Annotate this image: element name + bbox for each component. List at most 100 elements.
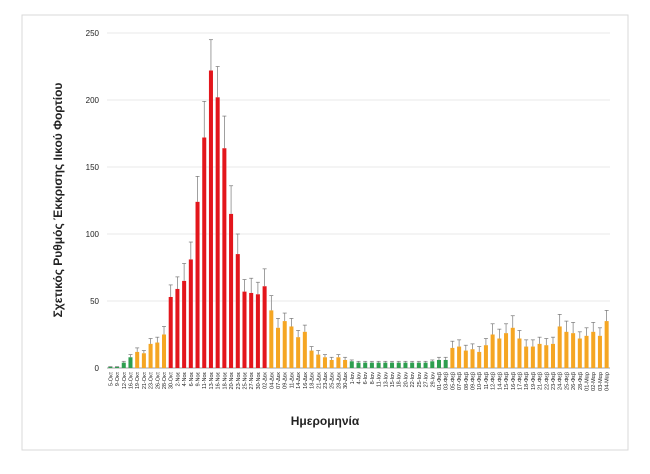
x-tick-label: 16-Οκτ	[128, 371, 134, 389]
bar	[410, 362, 415, 368]
x-tick-label: 18-Ιαν	[397, 372, 403, 388]
x-tick-label: 4-Νοε	[182, 371, 188, 386]
x-tick-label: 28-Φεβ	[578, 372, 584, 390]
x-tick-label: 14-Δεκ	[296, 372, 302, 389]
x-tick-label: 05-Φεβ	[450, 372, 456, 390]
x-tick-label: 13-Νοε	[209, 371, 215, 389]
x-tick-label: 02-Δεκ	[263, 372, 269, 389]
bar	[443, 359, 448, 368]
bar	[591, 331, 596, 368]
x-tick-label: 19-Φεβ	[531, 372, 537, 390]
bar	[396, 362, 401, 368]
bar	[235, 254, 240, 368]
x-tick-label: 30-Νοε	[256, 371, 262, 389]
x-tick-label: 01-Φεβ	[437, 372, 443, 390]
bar	[477, 351, 482, 368]
x-tick-label: 08-Φεβ	[464, 372, 470, 390]
bar	[175, 288, 180, 368]
x-tick-label: 11-Δεκ	[289, 372, 295, 389]
x-tick-label: 20-Ιαν	[403, 372, 409, 388]
bar	[430, 361, 435, 368]
x-tick-label: 01-Μαρ	[585, 372, 591, 391]
x-tick-label: 25-Δεκ	[330, 372, 336, 389]
bar	[436, 359, 441, 368]
bar	[229, 213, 234, 368]
y-axis-label: Σχετικός Ρυθμός Έκκρισης Ιικού Φορτίου	[51, 83, 65, 318]
bar	[195, 201, 200, 368]
y-tick-label: 100	[86, 230, 100, 239]
x-tick-label: 18-Φεβ	[524, 372, 530, 390]
bar	[269, 310, 274, 368]
bar	[282, 321, 287, 368]
x-tick-label: 16-Δεκ	[303, 372, 309, 389]
bar	[182, 280, 187, 368]
bar	[168, 296, 173, 368]
bar	[490, 334, 495, 368]
bar	[262, 286, 267, 368]
x-tick-label: 6-Νοε	[189, 371, 195, 386]
bar	[450, 347, 455, 368]
x-tick-label: 28-Δεκ	[336, 372, 342, 389]
x-tick-label: 18-Δεκ	[310, 372, 316, 389]
bar	[457, 346, 462, 368]
bar	[504, 333, 509, 368]
x-tick-label: 04-Μαρ	[605, 372, 611, 391]
bar	[356, 362, 361, 368]
x-tick-label: 09-Δεκ	[283, 372, 289, 389]
bar	[255, 294, 260, 368]
x-tick-label: 30-Οκτ	[169, 371, 175, 389]
bar	[316, 354, 321, 368]
x-tick-label: 23-Οκτ	[149, 371, 155, 389]
x-tick-label: 02-Μαρ	[591, 372, 597, 391]
x-tick-label: 03-Μαρ	[598, 372, 604, 391]
x-tick-label: 16-Φεβ	[511, 372, 517, 390]
x-tick-label: 11-Φεβ	[484, 372, 490, 390]
x-tick-label: 18-Νοε	[222, 371, 228, 389]
x-tick-label: 12-Φεβ	[491, 372, 497, 390]
bar	[121, 362, 126, 368]
bar	[376, 362, 381, 368]
x-tick-label: 09-Φεβ	[471, 372, 477, 390]
bar	[289, 326, 294, 368]
bar	[135, 351, 140, 368]
x-tick-label: 21-Οκτ	[142, 371, 148, 389]
x-tick-label: 29-Ιαν	[430, 372, 436, 388]
bar	[155, 342, 160, 368]
bar	[242, 291, 247, 368]
bar	[390, 362, 395, 368]
bar	[363, 362, 368, 368]
y-tick-label: 50	[90, 297, 99, 306]
y-tick-label: 150	[86, 163, 100, 172]
y-tick-label: 250	[86, 29, 100, 38]
x-tick-label: 8-Ιαν	[370, 372, 376, 385]
x-tick-label: 12-Οκτ	[122, 371, 128, 389]
bar	[530, 346, 535, 368]
x-axis-label: Ημερομηνία	[291, 414, 360, 428]
x-tick-label: 26-Φεβ	[571, 372, 577, 390]
bar	[215, 97, 220, 368]
x-tick-label: 23-Δεκ	[323, 372, 329, 389]
x-tick-label: 27-Ιαν	[424, 372, 430, 388]
bar	[349, 361, 354, 368]
x-tick-label: 2-Νοε	[175, 371, 181, 386]
bar	[510, 327, 515, 368]
bar	[161, 334, 167, 368]
x-tick-label: 20-Νοε	[229, 371, 235, 389]
bar	[188, 259, 193, 368]
x-tick-label: 07-Φεβ	[457, 372, 463, 390]
bar	[383, 362, 388, 368]
bar	[544, 345, 549, 368]
x-tick-label: 15-Φεβ	[504, 372, 510, 390]
bar	[584, 335, 589, 368]
bar	[309, 350, 314, 368]
bar	[276, 327, 281, 368]
x-tick-label: 23-Φεβ	[551, 372, 557, 390]
x-tick-label: 13-Ιαν	[383, 372, 389, 388]
bar	[128, 357, 133, 368]
bar	[403, 362, 408, 368]
bar	[524, 346, 529, 368]
x-tick-label: 11-Ιαν	[377, 372, 383, 387]
y-tick-label: 200	[86, 96, 100, 105]
bar	[322, 357, 327, 368]
